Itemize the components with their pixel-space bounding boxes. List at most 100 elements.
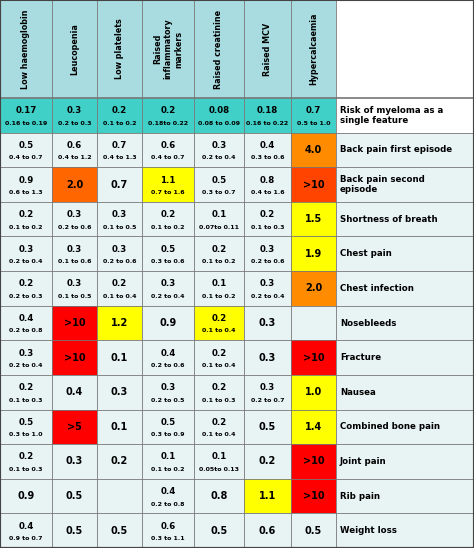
Text: Hypercalcaemia: Hypercalcaemia bbox=[309, 13, 318, 85]
Text: 0.6: 0.6 bbox=[160, 141, 176, 150]
Bar bbox=[244, 479, 291, 513]
Text: 0.18to 0.22: 0.18to 0.22 bbox=[148, 121, 188, 126]
Text: 0.08: 0.08 bbox=[209, 106, 229, 115]
Bar bbox=[142, 133, 194, 167]
Text: 0.4: 0.4 bbox=[18, 522, 34, 530]
Text: >10: >10 bbox=[303, 352, 324, 363]
Text: 0.3: 0.3 bbox=[160, 279, 176, 288]
Bar bbox=[142, 375, 194, 409]
Bar bbox=[244, 202, 291, 236]
Text: 0.4: 0.4 bbox=[260, 141, 275, 150]
Text: 0.1 to 0.4: 0.1 to 0.4 bbox=[103, 294, 136, 299]
Text: Rib pain: Rib pain bbox=[340, 492, 380, 500]
Text: 0.1 to 0.2: 0.1 to 0.2 bbox=[151, 225, 185, 230]
Text: Chest infection: Chest infection bbox=[340, 284, 414, 293]
Bar bbox=[336, 479, 474, 513]
Text: 0.2: 0.2 bbox=[111, 456, 128, 466]
Bar bbox=[97, 444, 142, 479]
Text: 0.4: 0.4 bbox=[18, 314, 34, 323]
Text: 0.3: 0.3 bbox=[160, 383, 176, 392]
Bar bbox=[97, 306, 142, 340]
Text: 0.3 to 0.6: 0.3 to 0.6 bbox=[251, 156, 284, 161]
Text: 0.2: 0.2 bbox=[160, 210, 176, 219]
Text: Combined bone pain: Combined bone pain bbox=[340, 423, 440, 431]
Bar bbox=[291, 0, 336, 98]
Text: 0.3 to 0.7: 0.3 to 0.7 bbox=[202, 190, 236, 195]
Bar bbox=[244, 133, 291, 167]
Text: 0.6 to 1.3: 0.6 to 1.3 bbox=[9, 190, 43, 195]
Text: 0.3: 0.3 bbox=[67, 210, 82, 219]
Text: 0.5: 0.5 bbox=[211, 175, 227, 185]
Bar bbox=[0, 271, 52, 306]
Bar bbox=[97, 236, 142, 271]
Bar bbox=[244, 271, 291, 306]
Text: 0.3: 0.3 bbox=[260, 245, 275, 254]
Bar bbox=[336, 340, 474, 375]
Bar bbox=[291, 340, 336, 375]
Bar bbox=[52, 340, 97, 375]
Text: 0.3: 0.3 bbox=[259, 318, 276, 328]
Bar bbox=[52, 479, 97, 513]
Bar bbox=[291, 167, 336, 202]
Bar bbox=[142, 202, 194, 236]
Text: 0.1: 0.1 bbox=[211, 453, 227, 461]
Bar bbox=[142, 0, 194, 98]
Bar bbox=[97, 98, 142, 133]
Text: 1.5: 1.5 bbox=[305, 214, 322, 224]
Text: Shortness of breath: Shortness of breath bbox=[340, 215, 438, 224]
Bar bbox=[0, 202, 52, 236]
Text: >10: >10 bbox=[303, 180, 324, 190]
Text: 0.1 to 0.6: 0.1 to 0.6 bbox=[58, 259, 91, 264]
Text: 0.1 to 0.4: 0.1 to 0.4 bbox=[202, 363, 236, 368]
Text: 0.2 to 0.6: 0.2 to 0.6 bbox=[151, 363, 185, 368]
Text: Fracture: Fracture bbox=[340, 353, 381, 362]
Bar bbox=[97, 167, 142, 202]
Bar bbox=[291, 444, 336, 479]
Bar bbox=[0, 375, 52, 409]
Text: 0.3: 0.3 bbox=[260, 383, 275, 392]
Text: >10: >10 bbox=[303, 456, 324, 466]
Text: 0.2: 0.2 bbox=[211, 314, 227, 323]
Text: 0.2: 0.2 bbox=[112, 106, 127, 115]
Bar bbox=[244, 513, 291, 548]
Text: 0.2 to 0.4: 0.2 to 0.4 bbox=[9, 363, 43, 368]
Bar bbox=[97, 375, 142, 409]
Bar bbox=[244, 375, 291, 409]
Text: 0.2 to 0.4: 0.2 to 0.4 bbox=[151, 294, 185, 299]
Text: 0.1 to 0.5: 0.1 to 0.5 bbox=[103, 225, 136, 230]
Text: 0.3: 0.3 bbox=[67, 106, 82, 115]
Bar bbox=[336, 409, 474, 444]
Bar bbox=[0, 133, 52, 167]
Text: 0.5: 0.5 bbox=[18, 418, 34, 427]
Text: Weight loss: Weight loss bbox=[340, 526, 397, 535]
Text: 0.1 to 0.3: 0.1 to 0.3 bbox=[251, 225, 284, 230]
Bar bbox=[142, 271, 194, 306]
Text: 0.5: 0.5 bbox=[66, 491, 83, 501]
Bar bbox=[97, 340, 142, 375]
Text: 4.0: 4.0 bbox=[305, 145, 322, 155]
Text: Back pain second
episode: Back pain second episode bbox=[340, 175, 425, 194]
Bar bbox=[244, 0, 291, 98]
Text: 0.2 to 0.6: 0.2 to 0.6 bbox=[251, 259, 284, 264]
Text: 0.1 to 0.5: 0.1 to 0.5 bbox=[58, 294, 91, 299]
Bar bbox=[291, 236, 336, 271]
Bar bbox=[336, 444, 474, 479]
Bar bbox=[194, 375, 244, 409]
Text: Raised creatinine: Raised creatinine bbox=[215, 9, 224, 89]
Text: 0.3: 0.3 bbox=[18, 349, 34, 358]
Bar bbox=[0, 98, 52, 133]
Text: 0.7 to 1.6: 0.7 to 1.6 bbox=[151, 190, 185, 195]
Text: 0.1: 0.1 bbox=[211, 279, 227, 288]
Text: 0.2: 0.2 bbox=[112, 279, 127, 288]
Text: 0.8: 0.8 bbox=[210, 491, 228, 501]
Text: >10: >10 bbox=[64, 352, 85, 363]
Text: Nausea: Nausea bbox=[340, 388, 376, 397]
Bar bbox=[244, 236, 291, 271]
Bar bbox=[97, 202, 142, 236]
Bar bbox=[142, 444, 194, 479]
Text: 0.2: 0.2 bbox=[18, 383, 34, 392]
Text: Raised
inflammatory
markers: Raised inflammatory markers bbox=[153, 19, 183, 79]
Bar bbox=[52, 306, 97, 340]
Text: 0.2: 0.2 bbox=[211, 418, 227, 427]
Text: 0.08 to 0.09: 0.08 to 0.09 bbox=[198, 121, 240, 126]
